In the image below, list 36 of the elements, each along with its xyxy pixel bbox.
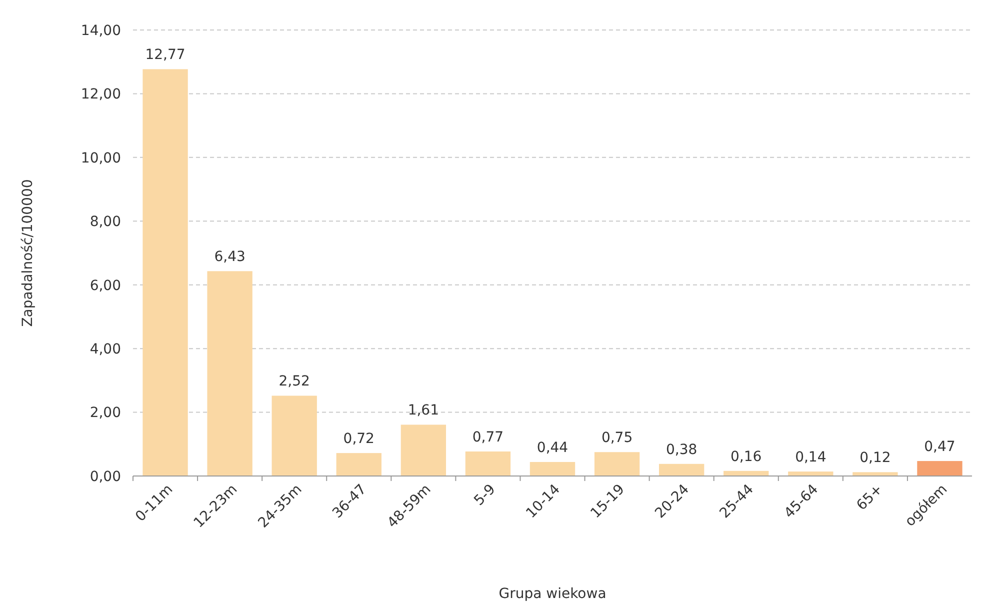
data-label: 0,47 [924,439,956,456]
y-tick-label: 14,00 [80,22,121,39]
bar [465,451,511,476]
y-tick-label: 6,00 [90,278,121,294]
bar [142,69,188,476]
y-tick-label: 4,00 [90,341,121,358]
bar [658,464,704,476]
data-label: 0,38 [666,442,698,458]
bar [272,396,317,476]
data-label: 0,12 [860,450,891,466]
y-tick-label: 10,00 [80,150,121,166]
y-tick-label: 0,00 [90,468,121,485]
bar [917,461,962,476]
y-axis-title: Zapadalność/100000 [20,179,36,327]
x-tick-label: 5-9 [471,482,499,510]
data-label: 0,16 [730,448,762,465]
data-label: 0,72 [343,431,374,448]
data-label: 0,14 [795,450,826,466]
y-tick-label: 8,00 [90,214,121,230]
y-tick-label: 2,00 [90,405,121,422]
data-label: 2,52 [278,374,310,390]
data-label: 6,43 [214,249,246,266]
data-label: 1,61 [408,402,440,419]
bar [530,462,576,476]
data-label: 12,77 [145,47,186,64]
bar [207,271,252,476]
bar [852,472,898,476]
data-label: 0,77 [472,429,504,446]
y-tick-label: 12,00 [80,86,121,103]
bar [400,424,446,476]
x-tick-label: 65+ [854,482,886,514]
bar [594,452,640,476]
data-label: 0,44 [536,440,568,456]
x-axis-title: Grupa wiekowa [498,586,606,602]
data-label: 0,75 [601,430,633,446]
bar [336,453,382,476]
